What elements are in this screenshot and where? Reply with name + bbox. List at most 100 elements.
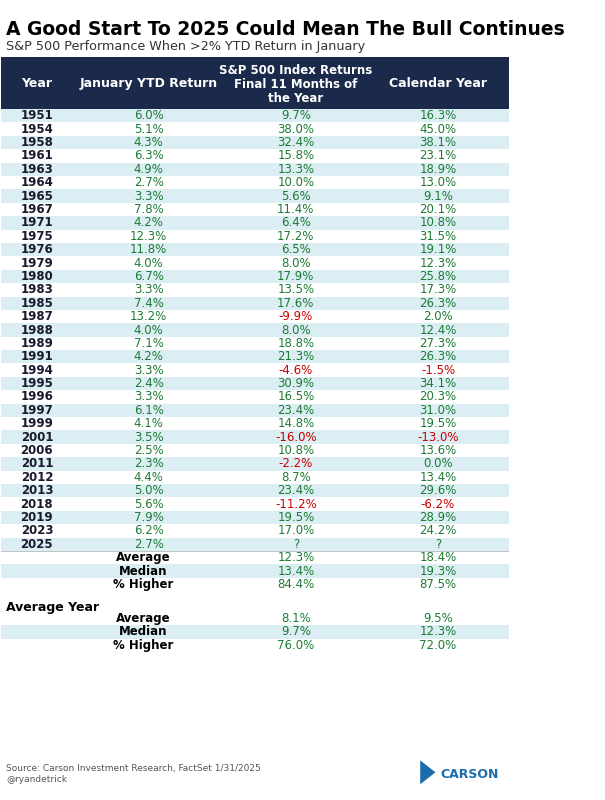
Bar xyxy=(1,310,509,323)
Text: 5.0%: 5.0% xyxy=(134,484,163,498)
Text: 2.7%: 2.7% xyxy=(134,538,163,550)
Text: 13.5%: 13.5% xyxy=(277,283,315,296)
Text: Average Year: Average Year xyxy=(7,601,100,614)
Text: 19.3%: 19.3% xyxy=(419,565,457,578)
Text: 7.8%: 7.8% xyxy=(134,203,163,216)
Text: 4.9%: 4.9% xyxy=(134,162,163,176)
Bar xyxy=(1,578,509,591)
Text: 13.6%: 13.6% xyxy=(419,444,457,457)
Text: 23.4%: 23.4% xyxy=(277,404,315,417)
Text: 1958: 1958 xyxy=(21,136,53,149)
Text: 13.2%: 13.2% xyxy=(130,310,167,323)
Text: 12.3%: 12.3% xyxy=(277,551,315,564)
Bar xyxy=(1,297,509,310)
Text: 1988: 1988 xyxy=(21,323,53,337)
Text: 25.8%: 25.8% xyxy=(419,270,457,283)
Text: 8.7%: 8.7% xyxy=(281,471,311,484)
Text: -13.0%: -13.0% xyxy=(417,430,459,444)
Text: 2023: 2023 xyxy=(21,525,53,538)
Text: Average: Average xyxy=(116,612,171,625)
Text: 6.0%: 6.0% xyxy=(134,110,163,122)
Bar xyxy=(1,538,509,551)
Text: -6.2%: -6.2% xyxy=(421,498,455,510)
Bar xyxy=(1,524,509,538)
Text: 1964: 1964 xyxy=(21,176,53,189)
Text: the Year: the Year xyxy=(268,92,324,106)
Text: 8.1%: 8.1% xyxy=(281,612,311,625)
Bar xyxy=(1,363,509,377)
Text: 3.3%: 3.3% xyxy=(134,364,163,377)
Text: 2011: 2011 xyxy=(21,458,53,470)
Text: -1.5%: -1.5% xyxy=(421,364,455,377)
Bar xyxy=(1,404,509,417)
Bar xyxy=(1,350,509,363)
Text: 16.3%: 16.3% xyxy=(419,110,457,122)
Text: Year: Year xyxy=(21,77,53,90)
Text: -2.2%: -2.2% xyxy=(279,458,313,470)
Text: 5.6%: 5.6% xyxy=(281,190,311,202)
Text: 20.3%: 20.3% xyxy=(419,390,457,403)
Bar xyxy=(1,122,509,136)
Text: CARSON: CARSON xyxy=(440,768,499,781)
Text: 26.3%: 26.3% xyxy=(419,350,457,363)
Text: 1996: 1996 xyxy=(21,390,53,403)
Text: 21.3%: 21.3% xyxy=(277,350,315,363)
Text: 1965: 1965 xyxy=(21,190,53,202)
Bar xyxy=(1,162,509,176)
Bar xyxy=(1,216,509,230)
Text: @ryandetrick: @ryandetrick xyxy=(7,775,68,784)
Bar xyxy=(1,498,509,511)
Text: 45.0%: 45.0% xyxy=(419,122,457,136)
Bar xyxy=(1,377,509,390)
Text: 28.9%: 28.9% xyxy=(419,511,457,524)
Text: 30.9%: 30.9% xyxy=(277,377,315,390)
Text: 26.3%: 26.3% xyxy=(419,297,457,310)
Text: 1967: 1967 xyxy=(21,203,53,216)
Text: 2.3%: 2.3% xyxy=(134,458,163,470)
Text: 0.0%: 0.0% xyxy=(423,458,453,470)
Polygon shape xyxy=(420,760,436,784)
Text: 1994: 1994 xyxy=(21,364,53,377)
Text: 13.4%: 13.4% xyxy=(277,565,315,578)
Text: 9.5%: 9.5% xyxy=(423,612,453,625)
Bar xyxy=(1,337,509,350)
Text: 16.5%: 16.5% xyxy=(277,390,315,403)
Text: 5.1%: 5.1% xyxy=(134,122,163,136)
Bar xyxy=(1,626,509,638)
Text: 2.7%: 2.7% xyxy=(134,176,163,189)
Text: 19.5%: 19.5% xyxy=(277,511,315,524)
Text: 18.4%: 18.4% xyxy=(419,551,457,564)
Text: 15.8%: 15.8% xyxy=(277,150,315,162)
Text: 10.8%: 10.8% xyxy=(277,444,315,457)
Bar xyxy=(1,484,509,498)
Text: 1999: 1999 xyxy=(21,418,53,430)
Bar xyxy=(1,243,509,256)
Text: 2012: 2012 xyxy=(21,471,53,484)
Bar xyxy=(1,270,509,283)
Text: 12.3%: 12.3% xyxy=(419,257,457,270)
Text: 27.3%: 27.3% xyxy=(419,337,457,350)
Text: 1961: 1961 xyxy=(21,150,53,162)
Text: 2.5%: 2.5% xyxy=(134,444,163,457)
Text: 38.1%: 38.1% xyxy=(419,136,457,149)
Text: 1985: 1985 xyxy=(21,297,53,310)
Text: ?: ? xyxy=(435,538,441,550)
Text: 2025: 2025 xyxy=(21,538,53,550)
Text: 14.8%: 14.8% xyxy=(277,418,315,430)
Bar xyxy=(1,149,509,162)
Text: 6.5%: 6.5% xyxy=(281,243,311,256)
Text: 13.4%: 13.4% xyxy=(419,471,457,484)
Text: 84.4%: 84.4% xyxy=(277,578,315,591)
Text: 4.0%: 4.0% xyxy=(134,323,163,337)
Bar xyxy=(1,390,509,404)
Text: 2006: 2006 xyxy=(21,444,53,457)
Text: 4.3%: 4.3% xyxy=(134,136,163,149)
Text: Calendar Year: Calendar Year xyxy=(389,77,487,90)
Text: 1995: 1995 xyxy=(21,377,53,390)
Text: 31.0%: 31.0% xyxy=(419,404,457,417)
Text: 9.7%: 9.7% xyxy=(281,110,311,122)
Text: 1975: 1975 xyxy=(21,230,53,242)
Text: 1951: 1951 xyxy=(21,110,53,122)
Text: Average: Average xyxy=(116,551,171,564)
Text: January YTD Return: January YTD Return xyxy=(79,77,218,90)
